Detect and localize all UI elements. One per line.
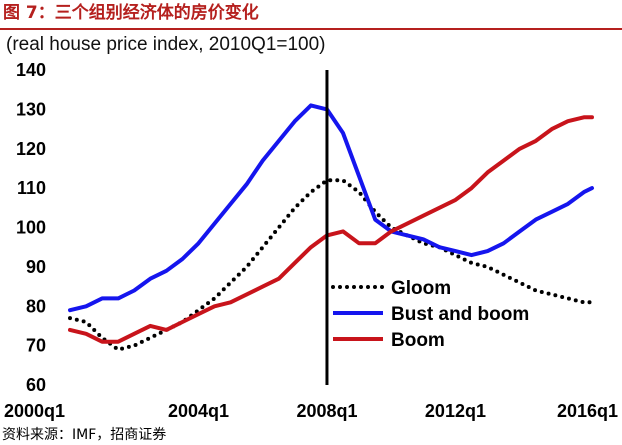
- y-tick-label: 100: [16, 218, 46, 238]
- chart-subtitle: (real house price index, 2010Q1=100): [6, 34, 326, 55]
- figure-title: 图 7：三个组别经济体的房价变化: [3, 3, 259, 23]
- y-tick-label: 90: [26, 257, 46, 277]
- y-tick-label: 60: [26, 375, 46, 395]
- series-line-bust-and-boom: [68, 103, 594, 313]
- legend-label: Bust and boom: [391, 304, 529, 325]
- y-tick-label: 140: [16, 60, 46, 80]
- x-tick-label: 2016q1: [557, 401, 618, 421]
- y-tick-labels: 60 70 80 90 100 110 120 130 140: [16, 60, 46, 395]
- legend-label: Gloom: [391, 278, 451, 299]
- x-tick-labels: 2000q1 2004q1 2008q1 2012q1 2016q1: [4, 401, 618, 421]
- series-line-boom: [68, 115, 594, 344]
- y-tick-label: 110: [17, 178, 46, 198]
- x-tick-label: 2000q1: [4, 401, 65, 421]
- y-tick-label: 130: [16, 99, 46, 119]
- legend-label: Boom: [391, 330, 445, 351]
- legend: Gloom Bust and boom Boom: [331, 278, 529, 351]
- x-tick-label: 2008q1: [296, 401, 357, 421]
- title-rule: [0, 28, 622, 30]
- y-tick-label: 70: [26, 336, 46, 356]
- y-tick-label: 120: [16, 139, 46, 159]
- series-line-gloom: [68, 178, 594, 352]
- source-note: 资料来源：IMF，招商证券: [2, 427, 167, 443]
- series-lines: [68, 103, 594, 352]
- x-tick-label: 2004q1: [168, 401, 229, 421]
- x-tick-label: 2012q1: [425, 401, 486, 421]
- y-tick-label: 80: [26, 296, 46, 316]
